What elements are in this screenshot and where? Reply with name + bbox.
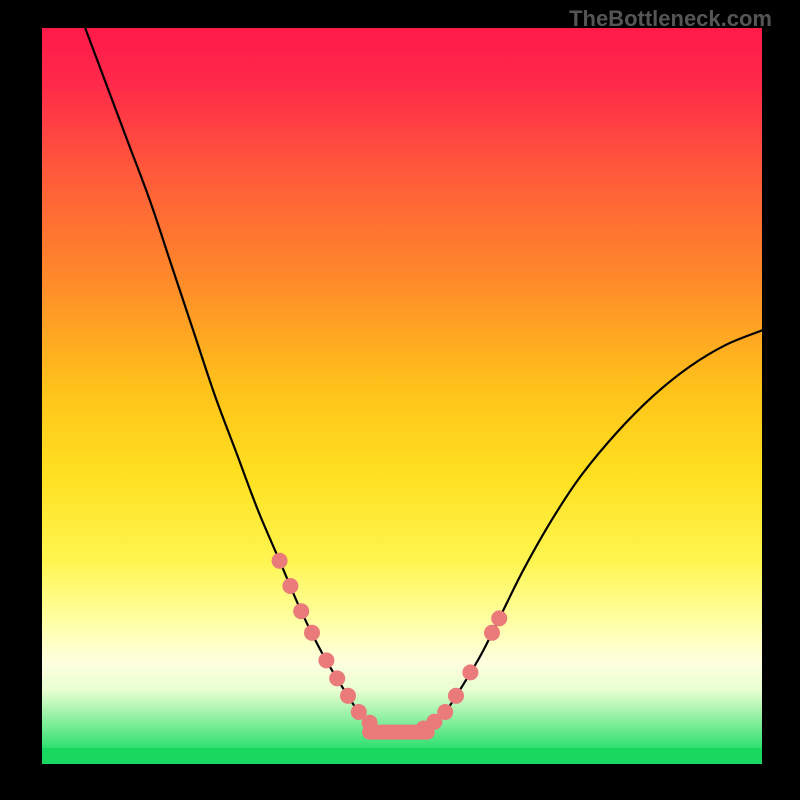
chart-bottom-band: [42, 748, 762, 764]
watermark-text: TheBottleneck.com: [569, 6, 772, 32]
chart-background-gradient: [42, 28, 762, 748]
